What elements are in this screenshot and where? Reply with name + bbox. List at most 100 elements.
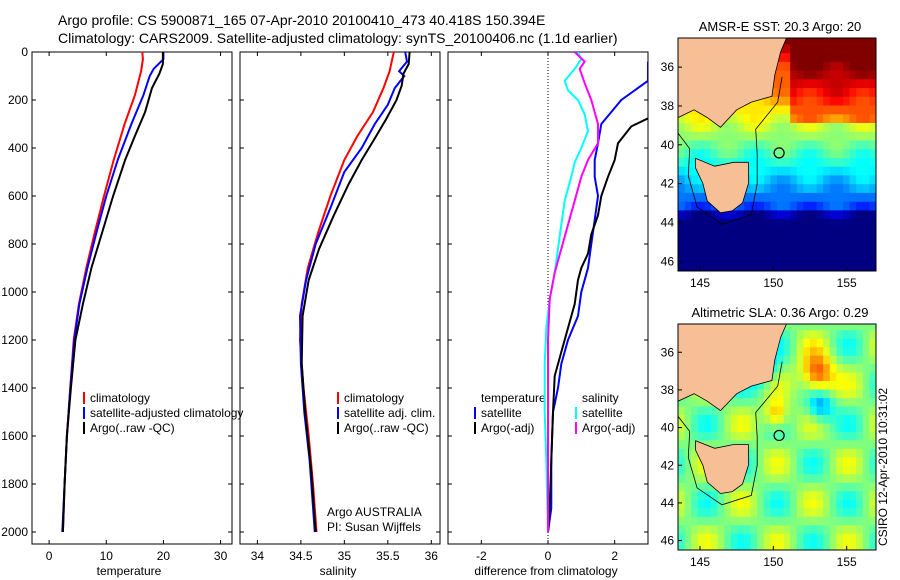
sla-cell: [849, 473, 857, 483]
sla-cell: [684, 439, 692, 449]
sla-cell: [750, 431, 758, 441]
sla-xtick-label: 155: [837, 555, 857, 569]
sla-cell: [862, 524, 870, 534]
sla-cell: [856, 541, 864, 550]
sla-cell: [829, 439, 837, 449]
sla-cell: [823, 355, 831, 365]
sst-cell: [684, 253, 692, 263]
sst-cell: [790, 253, 798, 263]
sla-cell: [790, 372, 798, 382]
sla-cell: [803, 456, 811, 466]
sst-cell: [744, 183, 752, 193]
sla-cell: [803, 380, 811, 390]
sla-cell: [783, 372, 791, 382]
sst-cell: [757, 244, 765, 255]
sst-cell: [737, 105, 745, 115]
sst-cell: [862, 166, 870, 176]
sla-cell: [691, 405, 699, 415]
sla-cell: [678, 499, 686, 509]
sst-cell: [862, 148, 870, 158]
sst-cell: [744, 139, 752, 150]
sla-cell: [823, 431, 831, 441]
sla-cell: [796, 329, 804, 339]
sst-cell: [691, 262, 699, 271]
sst-cell: [803, 96, 811, 106]
sst-cell: [717, 218, 725, 228]
sst-cell: [763, 157, 771, 167]
sla-cell: [869, 405, 876, 415]
sla-cell: [849, 490, 857, 500]
sst-cell: [763, 236, 771, 246]
sla-cell: [829, 541, 837, 550]
sla-cell: [744, 465, 752, 475]
sla-cell: [869, 439, 876, 449]
sla-cell: [750, 533, 758, 543]
sst-cell: [810, 70, 818, 80]
sst-cell: [823, 183, 831, 193]
sst-cell: [757, 139, 765, 150]
sla-cell: [869, 338, 876, 348]
sst-cell: [770, 183, 778, 193]
sla-cell: [777, 346, 785, 356]
sla-cell: [783, 507, 791, 517]
sla-cell: [763, 499, 771, 509]
sla-cell: [678, 431, 686, 441]
sst-cell: [697, 227, 705, 237]
sla-cell: [810, 346, 818, 356]
sla-cell: [757, 490, 765, 500]
sst-cell: [876, 175, 883, 184]
sla-cell: [704, 499, 712, 509]
sla-cell: [777, 389, 785, 399]
sst-cell: [777, 201, 785, 211]
sla-cell: [757, 507, 765, 517]
sla-cell: [763, 439, 771, 449]
sla-cell: [862, 482, 870, 492]
sst-cell: [823, 113, 831, 123]
sst-cell: [717, 122, 725, 132]
sst-cell: [790, 148, 798, 158]
sst-cell: [704, 218, 712, 228]
sla-cell: [770, 439, 778, 449]
sst-cell: [783, 131, 791, 141]
sst-cell: [744, 131, 752, 141]
sla-cell: [816, 397, 824, 407]
sla-cell: [869, 414, 876, 424]
sla-cell: [823, 372, 831, 382]
sst-cell: [849, 139, 857, 150]
sst-cell: [790, 183, 798, 193]
sla-cell: [697, 507, 705, 517]
sst-cell: [843, 70, 851, 80]
sst-cell: [790, 139, 798, 150]
sla-cell: [816, 541, 824, 550]
sst-cell: [836, 131, 844, 141]
sst-cell: [783, 96, 791, 106]
sst-cell: [849, 174, 857, 185]
sst-cell: [869, 139, 876, 150]
sst-cell: [816, 174, 824, 185]
sst-cell: [862, 236, 870, 246]
sst-cell: [856, 43, 864, 54]
sla-cell: [796, 338, 804, 348]
sst-cell: [691, 236, 699, 246]
sla-cell: [856, 346, 864, 356]
sla-cell: [744, 507, 752, 517]
depth-tick-label: 1200: [1, 333, 28, 347]
sst-ytick-label: -36: [660, 60, 674, 74]
sst-cell: [869, 148, 876, 158]
sst-heatmap: [678, 38, 883, 271]
sst-cell: [829, 96, 837, 106]
sst-cell: [724, 131, 732, 141]
sst-cell: [757, 253, 765, 263]
sla-cell: [836, 533, 844, 543]
sla-cell: [697, 397, 705, 407]
sst-cell: [750, 262, 758, 271]
temperature-series-argo-raw-qc: [61, 52, 164, 533]
sla-cell: [843, 516, 851, 526]
sst-cell: [744, 227, 752, 237]
sst-cell: [836, 209, 844, 220]
legend-label-sal-argo: Argo(-adj): [582, 421, 635, 435]
sla-cell: [856, 439, 864, 449]
sla-cell: [678, 541, 686, 550]
sla-cell: [849, 516, 857, 526]
sla-cell: [678, 465, 686, 475]
